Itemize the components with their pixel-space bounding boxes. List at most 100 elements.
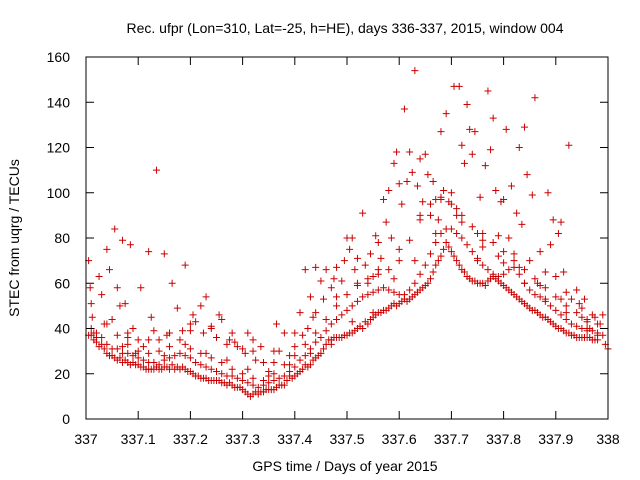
data-point bbox=[359, 293, 367, 301]
data-point bbox=[481, 162, 489, 170]
data-point bbox=[116, 302, 124, 310]
data-point bbox=[291, 363, 299, 371]
data-point bbox=[119, 343, 127, 351]
y-tick-label: 120 bbox=[47, 140, 71, 156]
data-point bbox=[351, 266, 359, 274]
chart-title: Rec. ufpr (Lon=310, Lat=-25, h=HE), days… bbox=[126, 20, 563, 36]
data-point bbox=[458, 234, 466, 242]
data-point bbox=[374, 266, 382, 274]
data-point bbox=[432, 261, 440, 269]
data-point bbox=[270, 347, 278, 355]
data-point bbox=[366, 250, 374, 258]
data-point bbox=[306, 349, 314, 357]
data-point bbox=[442, 239, 450, 247]
data-point bbox=[280, 372, 288, 380]
data-point bbox=[427, 211, 435, 219]
data-point bbox=[437, 252, 445, 260]
data-point bbox=[494, 232, 502, 240]
data-point bbox=[207, 354, 215, 362]
data-point bbox=[385, 286, 393, 294]
data-point bbox=[322, 266, 330, 274]
data-point bbox=[494, 252, 502, 260]
data-point bbox=[129, 325, 137, 332]
data-point bbox=[359, 209, 367, 217]
data-point bbox=[359, 325, 367, 332]
y-tick-label: 140 bbox=[47, 94, 71, 110]
data-point bbox=[484, 87, 492, 95]
data-point bbox=[476, 193, 484, 201]
data-point bbox=[500, 259, 508, 267]
data-point bbox=[361, 261, 369, 269]
data-point bbox=[406, 148, 414, 156]
data-point bbox=[562, 315, 570, 323]
data-points bbox=[85, 67, 612, 400]
x-tick-label: 337.2 bbox=[173, 431, 208, 447]
y-tick-label: 60 bbox=[54, 275, 70, 291]
data-point bbox=[594, 336, 602, 344]
data-point bbox=[160, 352, 168, 360]
data-point bbox=[387, 234, 395, 242]
data-point bbox=[552, 272, 560, 280]
data-point bbox=[312, 338, 320, 346]
data-point bbox=[301, 266, 309, 274]
data-point bbox=[327, 284, 335, 292]
data-point bbox=[385, 266, 393, 274]
data-point bbox=[192, 318, 200, 326]
data-point bbox=[113, 284, 121, 292]
x-tick-label: 337.9 bbox=[538, 431, 573, 447]
data-point bbox=[507, 182, 515, 190]
data-point bbox=[186, 320, 194, 328]
data-point bbox=[299, 365, 307, 373]
data-point bbox=[500, 196, 508, 204]
data-point bbox=[273, 320, 281, 328]
data-point bbox=[437, 128, 445, 136]
data-point bbox=[181, 352, 189, 360]
y-tick-label: 40 bbox=[54, 321, 70, 337]
y-tick-label: 80 bbox=[54, 230, 70, 246]
data-point bbox=[479, 261, 487, 269]
data-point bbox=[416, 211, 424, 219]
data-point bbox=[541, 284, 549, 292]
data-point bbox=[437, 193, 445, 201]
data-point bbox=[588, 327, 596, 335]
data-point bbox=[333, 302, 341, 310]
data-point bbox=[252, 356, 260, 364]
data-point bbox=[531, 291, 539, 299]
data-point bbox=[460, 159, 468, 167]
data-point bbox=[369, 272, 377, 280]
data-point bbox=[406, 286, 414, 294]
data-point bbox=[304, 325, 312, 332]
data-point bbox=[458, 211, 466, 219]
data-point bbox=[364, 291, 372, 299]
data-point bbox=[291, 343, 299, 351]
data-point bbox=[126, 241, 134, 249]
data-point bbox=[199, 329, 207, 337]
data-point bbox=[487, 146, 495, 154]
data-point bbox=[309, 313, 317, 321]
data-point bbox=[338, 277, 346, 285]
data-point bbox=[254, 383, 262, 391]
data-point bbox=[270, 377, 278, 385]
data-point bbox=[424, 279, 432, 287]
data-point bbox=[447, 225, 455, 233]
data-point bbox=[489, 270, 497, 278]
data-point bbox=[380, 196, 388, 204]
data-point bbox=[166, 343, 174, 351]
data-point bbox=[413, 182, 421, 190]
data-point bbox=[168, 361, 176, 369]
data-point bbox=[432, 229, 440, 237]
data-point bbox=[317, 334, 325, 342]
data-point bbox=[484, 266, 492, 274]
x-tick-label: 337.1 bbox=[121, 431, 156, 447]
data-point bbox=[400, 291, 408, 299]
data-point bbox=[421, 150, 429, 158]
data-point bbox=[536, 282, 544, 290]
data-point bbox=[594, 320, 602, 328]
data-point bbox=[453, 229, 461, 237]
data-point bbox=[320, 345, 328, 353]
data-point bbox=[442, 110, 450, 118]
data-point bbox=[567, 295, 575, 303]
data-point bbox=[228, 365, 236, 373]
x-tick-label: 337.3 bbox=[225, 431, 260, 447]
data-point bbox=[541, 268, 549, 276]
